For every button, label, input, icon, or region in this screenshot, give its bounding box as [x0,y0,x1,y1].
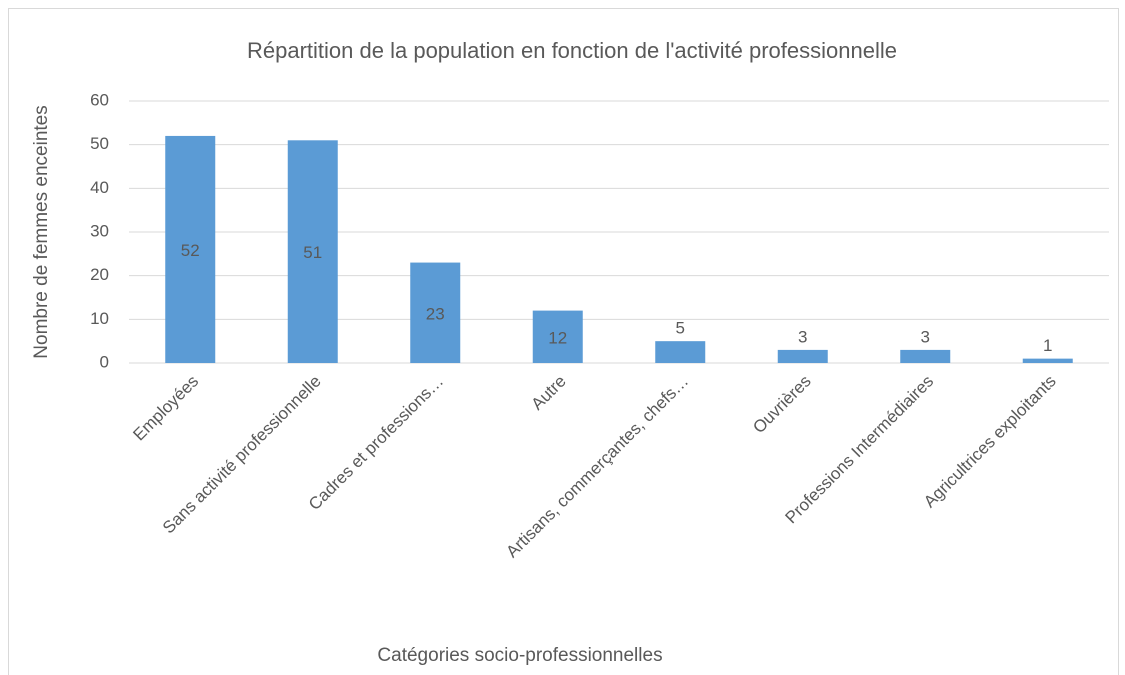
y-tick-label: 30 [90,221,109,240]
x-axis-title: Catégories socio-professionnelles [377,645,662,666]
y-tick-label: 10 [90,309,109,328]
data-label: 3 [798,327,807,346]
data-label: 12 [548,328,567,347]
y-tick-label: 20 [90,265,109,284]
y-tick-label: 0 [100,352,109,371]
data-label: 3 [921,327,930,346]
bar [777,349,828,363]
bar [900,349,951,363]
data-label: 1 [1043,336,1052,355]
data-label: 51 [303,243,322,262]
y-tick-label: 40 [90,178,109,197]
bar [532,310,583,363]
bar [1022,358,1073,363]
data-label: 23 [426,304,445,323]
bar [655,341,706,363]
data-label: 5 [676,319,685,338]
bar [287,140,338,363]
bar [410,262,461,363]
y-axis-title: Nombre de femmes enceintes [31,105,52,358]
y-tick-label: 60 [90,90,109,109]
bar [165,135,216,363]
y-tick-label: 50 [90,134,109,153]
data-label: 52 [181,241,200,260]
chart-title: Répartition de la population en fonction… [247,38,897,63]
